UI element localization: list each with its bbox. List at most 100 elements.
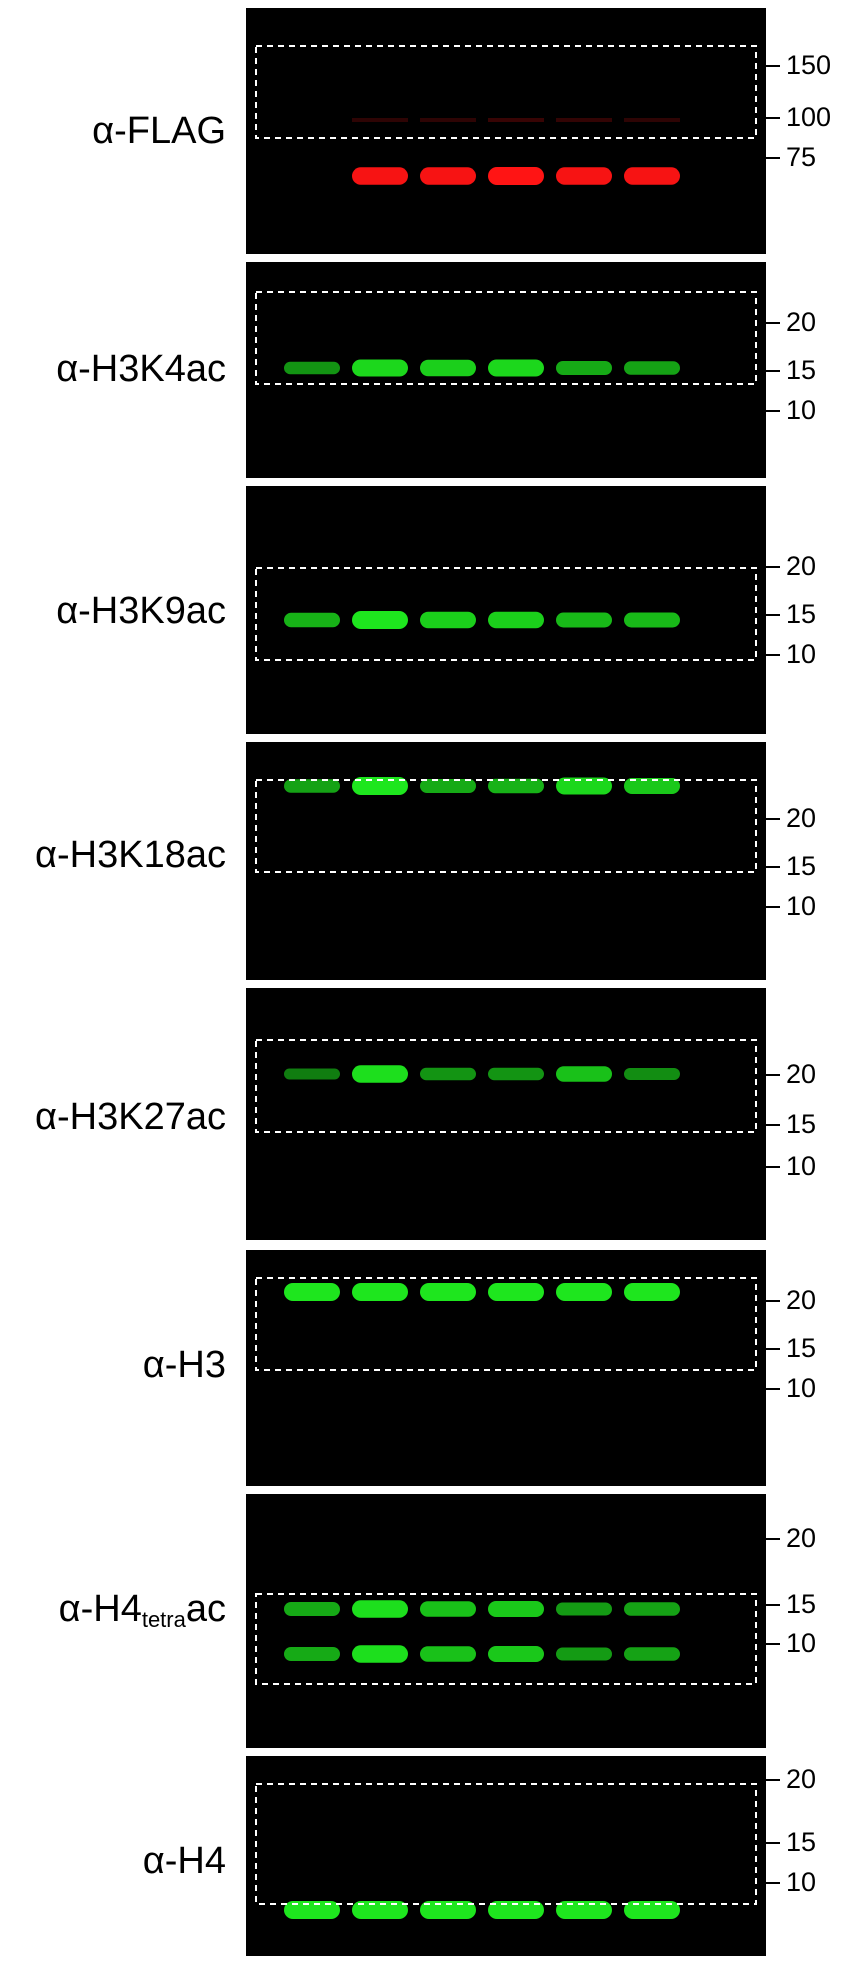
marker-label: 75 <box>786 142 817 172</box>
blot-band <box>420 1901 476 1919</box>
marker-label: 10 <box>786 395 817 425</box>
marker-label: 20 <box>786 307 817 337</box>
blot-band <box>624 778 680 794</box>
blot-band <box>624 1068 680 1080</box>
h4-label-tail: ac <box>185 1588 226 1630</box>
blot-panel-flag <box>246 8 766 254</box>
marker-tick <box>766 1300 780 1302</box>
marker-label: 20 <box>786 1523 817 1553</box>
h4-label-main: α-H4 <box>58 1588 142 1630</box>
blot-band <box>556 612 612 628</box>
blot-band <box>488 778 544 794</box>
blot-faint-band <box>624 118 680 122</box>
blot-band <box>420 1646 476 1662</box>
marker-tick <box>766 1643 780 1645</box>
blot-band <box>488 359 544 377</box>
panel-label-h3k18ac: α-H3K18ac <box>35 834 226 876</box>
marker-label: 15 <box>786 599 817 629</box>
marker-tick <box>766 65 780 67</box>
marker-label: 15 <box>786 1589 817 1619</box>
blot-band <box>284 361 340 375</box>
blot-band <box>284 1647 340 1661</box>
blot-band <box>284 779 340 793</box>
blot-band <box>420 167 476 185</box>
blot-panel-h3k18ac <box>246 742 766 980</box>
marker-tick <box>766 1538 780 1540</box>
panel-label-h3k27ac: α-H3K27ac <box>35 1096 226 1138</box>
marker-label: 10 <box>786 1628 817 1658</box>
blot-band <box>352 611 408 629</box>
marker-tick <box>766 322 780 324</box>
panel-label-h4tetraac: α-H4tetraac <box>59 1590 226 1631</box>
blot-band <box>488 1901 544 1919</box>
blot-band <box>352 777 408 795</box>
blot-panel-h4tetraac <box>246 1494 766 1748</box>
marker-label: 15 <box>786 1827 817 1857</box>
blot-band <box>488 1601 544 1617</box>
blot-band <box>284 1283 340 1301</box>
blot-band <box>352 359 408 377</box>
marker-tick <box>766 1388 780 1390</box>
crop-box-outline <box>255 45 757 139</box>
marker-tick <box>766 1882 780 1884</box>
blot-band <box>284 612 340 628</box>
marker-tick <box>766 1166 780 1168</box>
blot-band <box>556 1602 612 1616</box>
blot-band <box>352 1600 408 1618</box>
blot-band <box>556 777 612 795</box>
panel-label-flag: α-FLAG <box>92 110 226 152</box>
blot-panel-h3k9ac <box>246 486 766 734</box>
marker-label: 20 <box>786 551 817 581</box>
blot-band <box>352 1065 408 1083</box>
marker-tick <box>766 1124 780 1126</box>
blot-band <box>488 1283 544 1301</box>
blot-band <box>420 359 476 377</box>
blot-faint-band <box>556 118 612 122</box>
blot-panel-h3k4ac <box>246 262 766 478</box>
marker-tick <box>766 370 780 372</box>
blot-faint-band <box>420 118 476 122</box>
blot-svg-h3k4ac <box>255 291 757 385</box>
marker-label: 10 <box>786 1373 817 1403</box>
blot-band <box>556 1283 612 1301</box>
blot-svg-h3k27ac <box>255 1039 757 1133</box>
crop-box-outline <box>255 1783 757 1905</box>
blot-faint-band <box>488 118 544 122</box>
blot-band <box>352 1645 408 1663</box>
blot-band <box>352 167 408 185</box>
blot-svg-flag <box>255 45 757 185</box>
panel-label-h3: α-H3 <box>142 1344 226 1386</box>
marker-tick <box>766 1074 780 1076</box>
blot-band <box>624 167 680 185</box>
blot-band <box>352 1283 408 1301</box>
blot-band <box>420 1067 476 1081</box>
blot-band <box>420 779 476 793</box>
crop-box-outline <box>255 779 757 873</box>
blot-band <box>284 1901 340 1919</box>
marker-label: 20 <box>786 1285 817 1315</box>
panel-label-h3k9ac: α-H3K9ac <box>56 590 226 632</box>
h4-label-sub: tetra <box>141 1607 186 1632</box>
blot-band <box>624 612 680 628</box>
blot-band <box>624 1283 680 1301</box>
blot-band <box>488 611 544 629</box>
blot-band <box>488 167 544 185</box>
marker-tick <box>766 866 780 868</box>
blot-svg-h4 <box>255 1783 757 1919</box>
panel-label-h4: α-H4 <box>142 1840 226 1882</box>
marker-label: 10 <box>786 891 817 921</box>
marker-tick <box>766 906 780 908</box>
marker-label: 20 <box>786 1059 817 1089</box>
marker-label: 15 <box>786 1333 817 1363</box>
crop-box-outline <box>255 291 757 385</box>
marker-tick <box>766 1348 780 1350</box>
blot-band <box>556 1901 612 1919</box>
blot-band <box>284 1068 340 1080</box>
panel-label-h3k4ac: α-H3K4ac <box>56 348 226 390</box>
blot-band <box>488 1067 544 1081</box>
marker-tick <box>766 614 780 616</box>
blot-band <box>624 1602 680 1616</box>
blot-panel-h4 <box>246 1756 766 1956</box>
blot-svg-h4tetraac <box>255 1593 757 1685</box>
blot-band <box>556 361 612 375</box>
